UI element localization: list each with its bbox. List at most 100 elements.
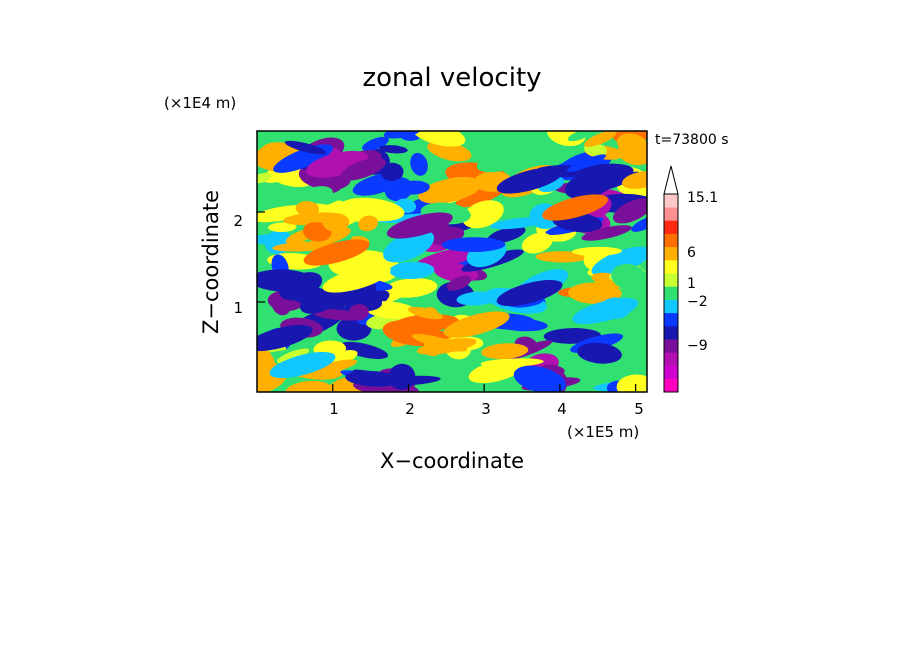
colorbar-label: −2	[687, 294, 708, 310]
y-tick-label: 2	[233, 212, 243, 230]
colorbar-label: −9	[687, 338, 708, 354]
x-tick-label: 3	[481, 400, 491, 418]
velocity-feature	[257, 324, 313, 352]
velocity-contour	[446, 275, 472, 291]
velocity-contour	[567, 131, 593, 142]
velocity-contour	[394, 314, 460, 332]
velocity-contour	[275, 131, 315, 143]
colorbar-band	[664, 378, 678, 393]
velocity-contour	[581, 225, 632, 241]
colorbar-label: 6	[687, 245, 696, 261]
colorbar-extension-arrow	[663, 165, 679, 195]
x-unit-label: (×1E5 m)	[567, 423, 639, 441]
x-tick-label: 2	[405, 400, 415, 418]
velocity-contour	[621, 171, 647, 189]
velocity-feature	[443, 311, 510, 338]
velocity-contour	[257, 145, 281, 165]
plot-area	[257, 131, 647, 392]
colorbar-band	[664, 246, 678, 261]
velocity-contour	[441, 237, 506, 252]
velocity-contour	[617, 322, 647, 339]
velocity-feature	[572, 297, 639, 325]
velocity-contour	[427, 140, 472, 162]
velocity-contour	[566, 154, 607, 173]
x-axis-label: X−coordinate	[380, 449, 524, 473]
velocity-contour	[407, 306, 443, 320]
colorbar-band	[664, 194, 678, 208]
velocity-contour	[362, 136, 389, 152]
colorbar-band	[664, 286, 678, 300]
velocity-contour	[306, 359, 358, 376]
colorbar-band	[664, 233, 678, 248]
velocity-contour	[284, 140, 327, 155]
velocity-contour	[631, 215, 647, 232]
velocity-feature	[542, 194, 609, 221]
velocity-contour	[521, 232, 553, 254]
velocity-contour	[513, 365, 566, 392]
y-tick-label: 1	[233, 299, 243, 317]
velocity-contour	[299, 186, 333, 205]
colorbar-band	[664, 365, 678, 380]
velocity-contour	[411, 131, 466, 147]
chart-title: zonal velocity	[362, 63, 541, 93]
velocity-contour	[612, 198, 647, 224]
velocity-contour	[383, 131, 422, 139]
y-unit-label: (×1E4 m)	[164, 94, 236, 112]
velocity-contour	[383, 230, 435, 263]
velocity-contour	[389, 261, 435, 280]
velocity-contour	[487, 226, 526, 244]
colorbar-band	[664, 273, 678, 287]
velocity-contour	[268, 222, 297, 233]
velocity-contour	[456, 291, 499, 306]
y-axis-label: Z−coordinate	[199, 190, 223, 334]
velocity-feature	[386, 212, 453, 239]
velocity-contour	[257, 172, 272, 184]
velocity-contour	[616, 374, 647, 392]
velocity-contour	[413, 247, 479, 271]
velocity-contour	[345, 370, 400, 387]
velocity-contour	[276, 348, 310, 364]
colorbar-band	[664, 352, 678, 366]
velocity-contour	[326, 350, 358, 366]
colorbar-bands	[663, 193, 679, 393]
time-label: t=73800 s	[655, 132, 729, 148]
velocity-contour	[348, 304, 369, 321]
velocity-feature	[496, 167, 563, 194]
velocity-contour	[611, 263, 647, 291]
velocity-contour	[340, 197, 405, 222]
velocity-contour	[572, 246, 622, 256]
velocity-contour	[379, 145, 408, 154]
velocity-contour	[418, 177, 482, 204]
velocity-contour	[490, 217, 544, 230]
velocity-feature	[496, 279, 563, 307]
colorbar-band	[664, 326, 678, 340]
x-tick-label: 1	[329, 400, 339, 418]
velocity-contour	[397, 180, 430, 195]
x-tick-label: 4	[557, 400, 567, 418]
velocity-feature	[322, 266, 389, 293]
x-tick-label: 5	[634, 400, 644, 418]
velocity-contour	[476, 149, 529, 173]
velocity-contour	[295, 201, 320, 217]
velocity-contour	[568, 282, 622, 304]
colorbar-band	[664, 312, 678, 327]
velocity-contour	[480, 358, 544, 367]
velocity-contour	[564, 171, 613, 200]
velocity-feature	[303, 239, 370, 266]
plot-frame	[256, 130, 648, 393]
velocity-feature	[269, 351, 336, 379]
velocity-contour	[384, 278, 438, 298]
colorbar-band	[664, 207, 678, 221]
velocity-contour	[322, 213, 350, 232]
velocity-contour	[358, 215, 378, 232]
colorbar-band	[664, 339, 678, 353]
colorbar-label: 1	[687, 276, 696, 292]
velocity-contour	[577, 342, 622, 364]
colorbar-band	[664, 220, 678, 234]
colorbar-band	[664, 299, 678, 314]
velocity-contour	[591, 246, 647, 277]
velocity-contour	[340, 157, 386, 181]
velocity-contour	[412, 333, 468, 352]
velocity-contour	[380, 162, 404, 181]
